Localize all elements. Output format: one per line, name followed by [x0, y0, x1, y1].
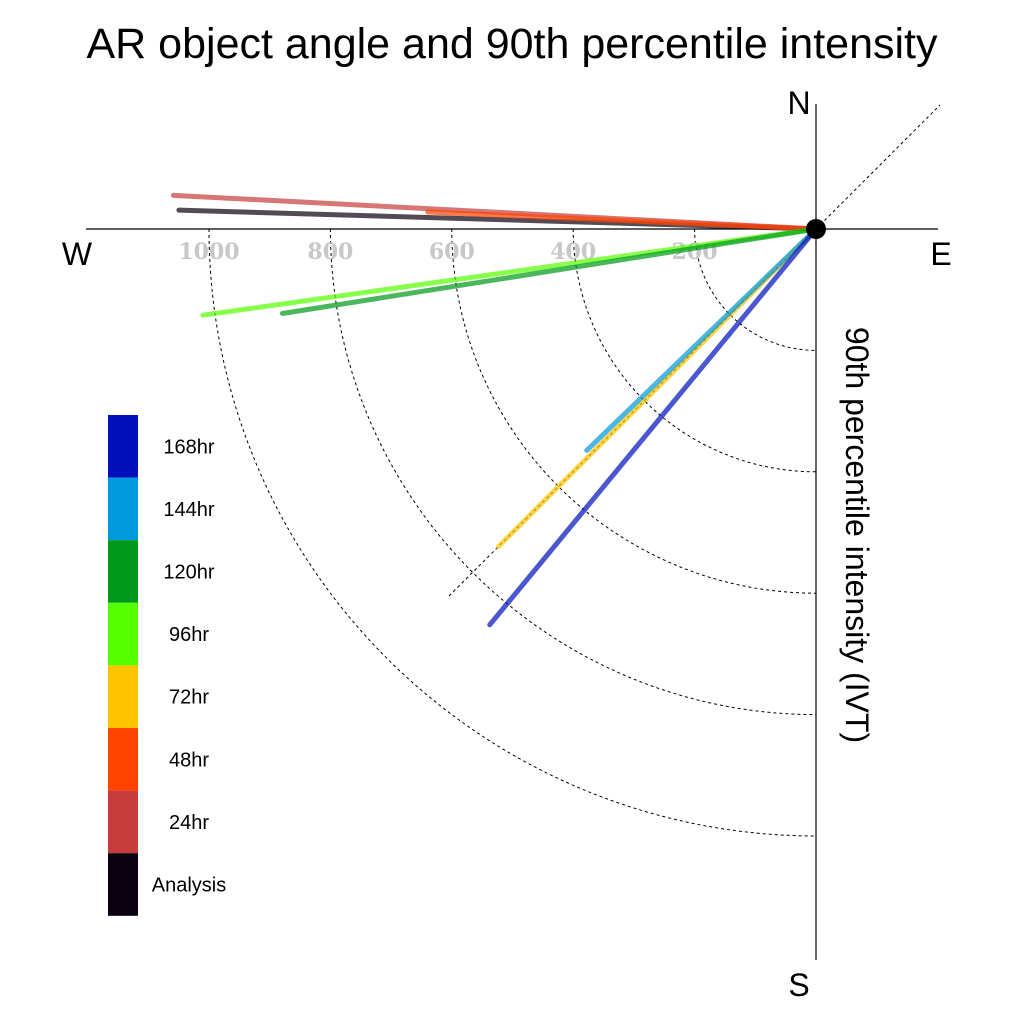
legend-label-96hr: 96hr [169, 624, 209, 646]
radial-gridline-400 [572, 228, 817, 473]
legend-label-120hr: 120hr [163, 562, 214, 584]
legend-swatch-48hr [108, 728, 138, 791]
legend-label-168hr: 168hr [163, 436, 214, 458]
legend-swatch-144hr [108, 477, 138, 541]
legend: 168hr 144hr 120hr 96hr 72hr 48hr 24hr Analysis [108, 415, 226, 916]
legend-label-144hr: 144hr [163, 499, 214, 521]
legend-swatch-120hr [108, 540, 138, 603]
radial-axis-label: 90th percentile intensity (IVT) [839, 327, 875, 743]
radial-gridline-800 [329, 228, 817, 716]
legend-label-72hr: 72hr [169, 687, 209, 709]
legend-swatch-analysis [108, 853, 138, 916]
legend-swatch-24hr [108, 790, 138, 854]
compass-north: N [787, 85, 810, 121]
legend-label-analysis: Analysis [152, 875, 226, 897]
diagonal-ne-gridline [815, 104, 941, 230]
series-line-120hr [279, 226, 819, 317]
series-lines [170, 192, 819, 628]
radial-gridline-1000 [208, 228, 817, 837]
series-line-144hr [584, 226, 819, 453]
tick-label-800: 800 [307, 239, 353, 265]
origin-marker [806, 219, 826, 239]
tick-label-600: 600 [429, 239, 475, 265]
series-line-48hr [425, 209, 819, 232]
legend-swatch-72hr [108, 665, 138, 728]
legend-swatch-96hr [108, 602, 138, 666]
compass-labels: N E S W [62, 85, 952, 1003]
legend-label-48hr: 48hr [169, 749, 209, 771]
tick-label-1000: 1000 [178, 239, 239, 265]
legend-label-24hr: 24hr [169, 812, 209, 834]
chart-title: AR object angle and 90th percentile inte… [87, 20, 938, 68]
series-line-168hr [487, 226, 819, 628]
compass-south: S [788, 967, 809, 1003]
radial-gridline-200 [694, 228, 817, 351]
compass-east: E [930, 236, 951, 272]
compass-west: W [62, 236, 93, 272]
legend-swatch-168hr [108, 415, 138, 478]
radial-gridline-600 [451, 228, 817, 594]
